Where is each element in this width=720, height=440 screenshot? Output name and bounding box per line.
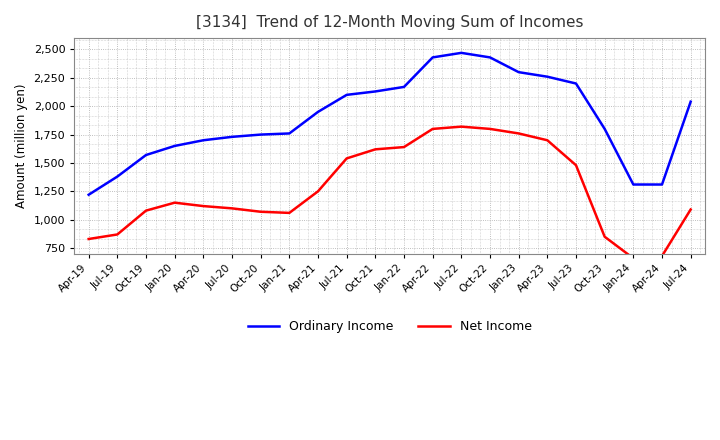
Legend: Ordinary Income, Net Income: Ordinary Income, Net Income [243, 315, 536, 338]
Ordinary Income [171, 143, 179, 149]
Net Income [171, 200, 179, 205]
Ordinary Income [657, 182, 666, 187]
Net Income [256, 209, 265, 214]
Ordinary Income [199, 138, 207, 143]
Line: Net Income: Net Income [89, 127, 690, 258]
Ordinary Income [285, 131, 294, 136]
Title: [3134]  Trend of 12-Month Moving Sum of Incomes: [3134] Trend of 12-Month Moving Sum of I… [196, 15, 583, 30]
Net Income [285, 210, 294, 216]
Ordinary Income [84, 192, 93, 198]
Net Income [400, 144, 408, 150]
Net Income [600, 234, 609, 239]
Ordinary Income [514, 70, 523, 75]
Net Income [514, 131, 523, 136]
Net Income [113, 232, 122, 237]
Y-axis label: Amount (million yen): Amount (million yen) [15, 84, 28, 208]
Net Income [572, 163, 580, 168]
Net Income [657, 253, 666, 259]
Ordinary Income [457, 50, 466, 55]
Ordinary Income [486, 55, 495, 60]
Ordinary Income [256, 132, 265, 137]
Ordinary Income [342, 92, 351, 98]
Ordinary Income [314, 109, 323, 114]
Net Income [686, 207, 695, 212]
Ordinary Income [113, 174, 122, 179]
Ordinary Income [686, 99, 695, 104]
Net Income [543, 138, 552, 143]
Net Income [457, 124, 466, 129]
Net Income [629, 256, 638, 261]
Net Income [199, 203, 207, 209]
Line: Ordinary Income: Ordinary Income [89, 53, 690, 195]
Ordinary Income [428, 55, 437, 60]
Net Income [314, 189, 323, 194]
Ordinary Income [371, 89, 379, 94]
Ordinary Income [600, 126, 609, 132]
Net Income [428, 126, 437, 132]
Ordinary Income [572, 81, 580, 86]
Net Income [486, 126, 495, 132]
Ordinary Income [629, 182, 638, 187]
Ordinary Income [543, 74, 552, 79]
Net Income [342, 156, 351, 161]
Net Income [371, 147, 379, 152]
Net Income [228, 206, 236, 211]
Ordinary Income [228, 134, 236, 139]
Net Income [142, 208, 150, 213]
Ordinary Income [142, 152, 150, 158]
Net Income [84, 236, 93, 242]
Ordinary Income [400, 84, 408, 90]
